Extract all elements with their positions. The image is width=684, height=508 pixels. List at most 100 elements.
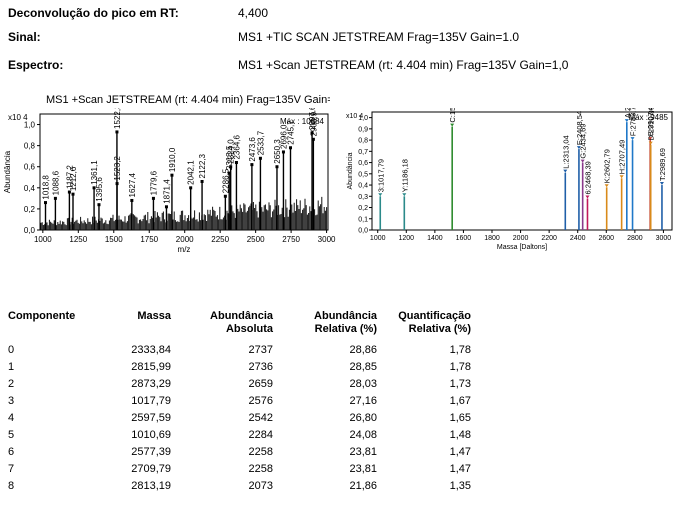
peak-label: 6:2468,39	[583, 161, 592, 194]
x-tick-label: 1250	[69, 235, 87, 244]
table-cell: 3	[8, 395, 15, 407]
peak-label: 1088,6	[51, 170, 60, 195]
table-cell: 8	[8, 480, 15, 492]
peak-marker	[250, 163, 254, 167]
peak-label: F:2783,79	[629, 108, 638, 136]
y-exponent-label: x10 4	[8, 113, 28, 122]
x-tick-label: 2500	[247, 235, 265, 244]
table-cell: 2597,59	[131, 412, 171, 424]
peak-marker	[229, 165, 233, 169]
x-tick-label: 2750	[282, 235, 300, 244]
y-tick-label: 0,2	[24, 205, 36, 214]
table-cell: 2709,79	[131, 463, 171, 475]
peak-marker	[402, 193, 407, 197]
peak-label: 1212,6	[69, 166, 78, 191]
table-row: 6 2577,39 2258 23,81 1,47	[8, 444, 471, 461]
table-cell: 2577,39	[131, 446, 171, 458]
x-tick-label: 1000	[370, 235, 386, 242]
y-tick-label: 0,1	[358, 216, 368, 223]
peak-label: G:2434,69	[579, 124, 588, 159]
peak-marker	[275, 165, 279, 169]
table-cell: 23,81	[349, 463, 377, 475]
y-tick-label: 0,6	[358, 160, 368, 167]
table-cell: 2576	[248, 395, 273, 407]
table-cell: 2258	[248, 463, 273, 475]
column-header-line: Abundância	[314, 310, 377, 322]
x-axis-label: Massa [Daltons]	[497, 244, 547, 251]
peak-marker	[311, 137, 315, 141]
column-header: Componente	[8, 310, 88, 342]
peak-marker	[227, 171, 231, 175]
x-tick-label: 1800	[484, 235, 500, 242]
table-cell: 1010,69	[131, 429, 171, 441]
peak-label: A:2743,69	[623, 108, 632, 118]
table-cell: 2873,29	[131, 378, 171, 390]
peak-marker	[189, 186, 193, 190]
peak-label: E:2408,54	[575, 111, 584, 145]
x-tick-label: 2200	[541, 235, 557, 242]
column-header: Massa	[88, 310, 171, 342]
x-tick-label: 3000	[656, 235, 672, 242]
column-header-line: Relativa (%)	[314, 323, 377, 335]
peak-marker	[648, 141, 653, 145]
peak-label: 1395,6	[95, 177, 104, 202]
meta-value: MS1 +Scan JETSTREAM (rt: 4.404 min) Frag…	[238, 58, 569, 72]
y-tick-label: 0,6	[24, 163, 36, 172]
peak-marker	[281, 150, 285, 154]
ms-spectrum-title: MS1 +Scan JETSTREAM (rt: 4.404 min) Frag…	[46, 94, 330, 106]
y-tick-label: 0,4	[24, 184, 36, 193]
peak-marker	[67, 190, 71, 194]
table-cell: 1,35	[449, 480, 471, 492]
table-cell: 1,78	[449, 361, 471, 373]
peak-label: D:2910,99	[647, 108, 656, 141]
peak-label: K:2602,79	[603, 149, 612, 183]
peak-marker	[563, 169, 568, 173]
plot-frame	[39, 113, 329, 231]
table-cell: 2736	[248, 361, 273, 373]
x-tick-label: 2000	[513, 235, 529, 242]
column-header-line: Componente	[8, 310, 76, 322]
peak-label: B:2907,49	[646, 108, 655, 136]
table-cell: 0	[8, 344, 15, 356]
y-exponent-label: x10 4	[346, 113, 363, 120]
table-cell: 2542	[248, 412, 273, 424]
x-tick-label: 2000	[176, 235, 194, 244]
table-cell: 1	[8, 361, 15, 373]
column-header: Quantificação Relativa (%)	[377, 310, 471, 342]
peak-marker	[580, 159, 585, 163]
peak-label: 2745,7	[287, 120, 296, 145]
x-tick-label: 1600	[456, 235, 472, 242]
y-tick-label: 0,3	[358, 194, 368, 201]
peak-label: 2286,5	[221, 168, 230, 193]
peak-label: 2364,6	[232, 134, 241, 159]
x-tick-label: 1500	[105, 235, 123, 244]
x-tick-label: 1400	[427, 235, 443, 242]
peak-marker	[258, 156, 262, 160]
peak-marker	[604, 184, 609, 188]
table-cell: 23,81	[349, 446, 377, 458]
y-tick-label: 0,5	[358, 171, 368, 178]
peak-label: L:2313,04	[561, 135, 570, 168]
peak-label: 2122,3	[198, 153, 207, 178]
peak-marker	[92, 186, 96, 190]
table-cell: 1,48	[449, 429, 471, 441]
components-table: Componente Massa Abundância Absoluta Abundân…	[8, 310, 471, 495]
table-cell: 2	[8, 378, 15, 390]
x-axis-label: m/z	[178, 245, 191, 254]
peak-marker	[130, 198, 134, 202]
x-tick-label: 3000	[318, 235, 336, 244]
column-header: Abundância Relativa (%)	[273, 310, 377, 342]
table-cell: 27,16	[349, 395, 377, 407]
table-row: 4 2597,59 2542 26,80 1,65	[8, 410, 471, 427]
column-header: Abundância Absoluta	[171, 310, 273, 342]
peak-marker	[630, 137, 635, 141]
table-cell: 24,08	[349, 429, 377, 441]
meta-label: Espectro:	[8, 58, 64, 72]
y-tick-label: 0,4	[358, 183, 368, 190]
peak-label: 2313,5	[225, 145, 234, 170]
table-header-row: Componente Massa Abundância Absoluta Abundân…	[8, 310, 471, 342]
peak-marker	[53, 196, 57, 200]
x-tick-label: 1750	[140, 235, 158, 244]
x-tick-label: 2250	[211, 235, 229, 244]
